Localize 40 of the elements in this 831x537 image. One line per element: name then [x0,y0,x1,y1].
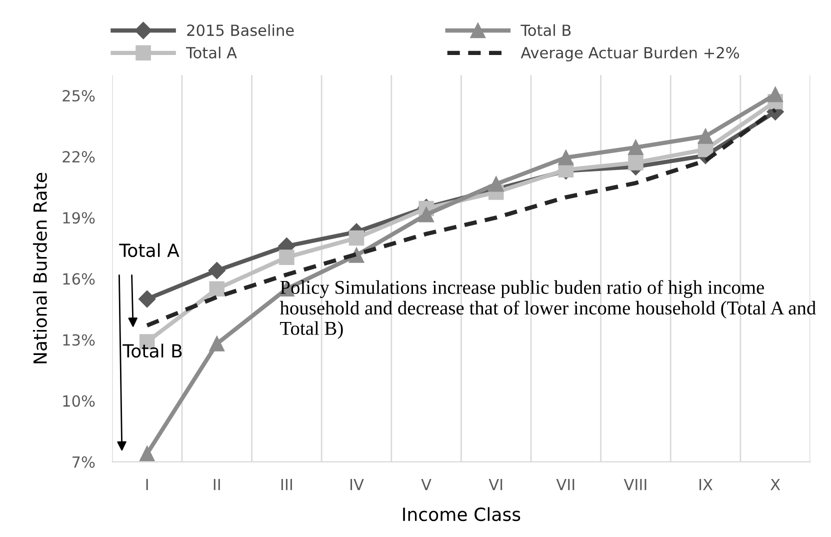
x-tick-label: I [146,478,148,490]
point [279,250,294,265]
point [698,128,714,144]
y-tick-label: 7% [72,456,95,468]
point [768,86,783,102]
point [488,176,504,192]
annotation: Total A [119,243,180,258]
y-tick-label: 22% [62,151,95,163]
x-tick-label: V [421,478,432,490]
y-axis-title: National Burden Rate [32,172,47,364]
y-tick-label: 25% [62,90,95,102]
point [138,290,156,308]
x-tick-label: III [281,478,292,490]
y-tick-label: 16% [63,273,95,285]
point [418,206,434,222]
legend-label: Total A [186,46,237,58]
legend-label: 2015 Baseline [187,24,294,36]
x-tick-label: IX [700,478,713,490]
point [139,446,155,462]
x-tick-label: VI [488,478,502,490]
point [209,336,225,352]
y-tick-label: 10% [63,395,95,407]
point [628,155,644,170]
x-tick-label: IV [350,478,364,490]
legend-label: Total B [520,24,571,36]
point [208,262,226,280]
x-tick-label: VIII [624,478,646,490]
annotation: Total B [122,344,182,358]
y-tick-label: 13% [63,334,95,346]
x-tick-label: X [770,478,780,490]
x-tick-label: II [214,478,220,490]
point [628,140,644,156]
legend-label: Average Actuar Burden +2% [520,46,740,62]
point [558,150,574,166]
annotation: Policy Simulations increase public buden ratio of high income household and decrease that of lower income household (Total A and Total B) [280,280,816,339]
y-tick-label: 19% [63,212,95,224]
point [209,281,225,296]
x-tick-label: VII [556,478,574,490]
x-axis-title: Income Class [403,507,520,522]
point [348,230,364,246]
